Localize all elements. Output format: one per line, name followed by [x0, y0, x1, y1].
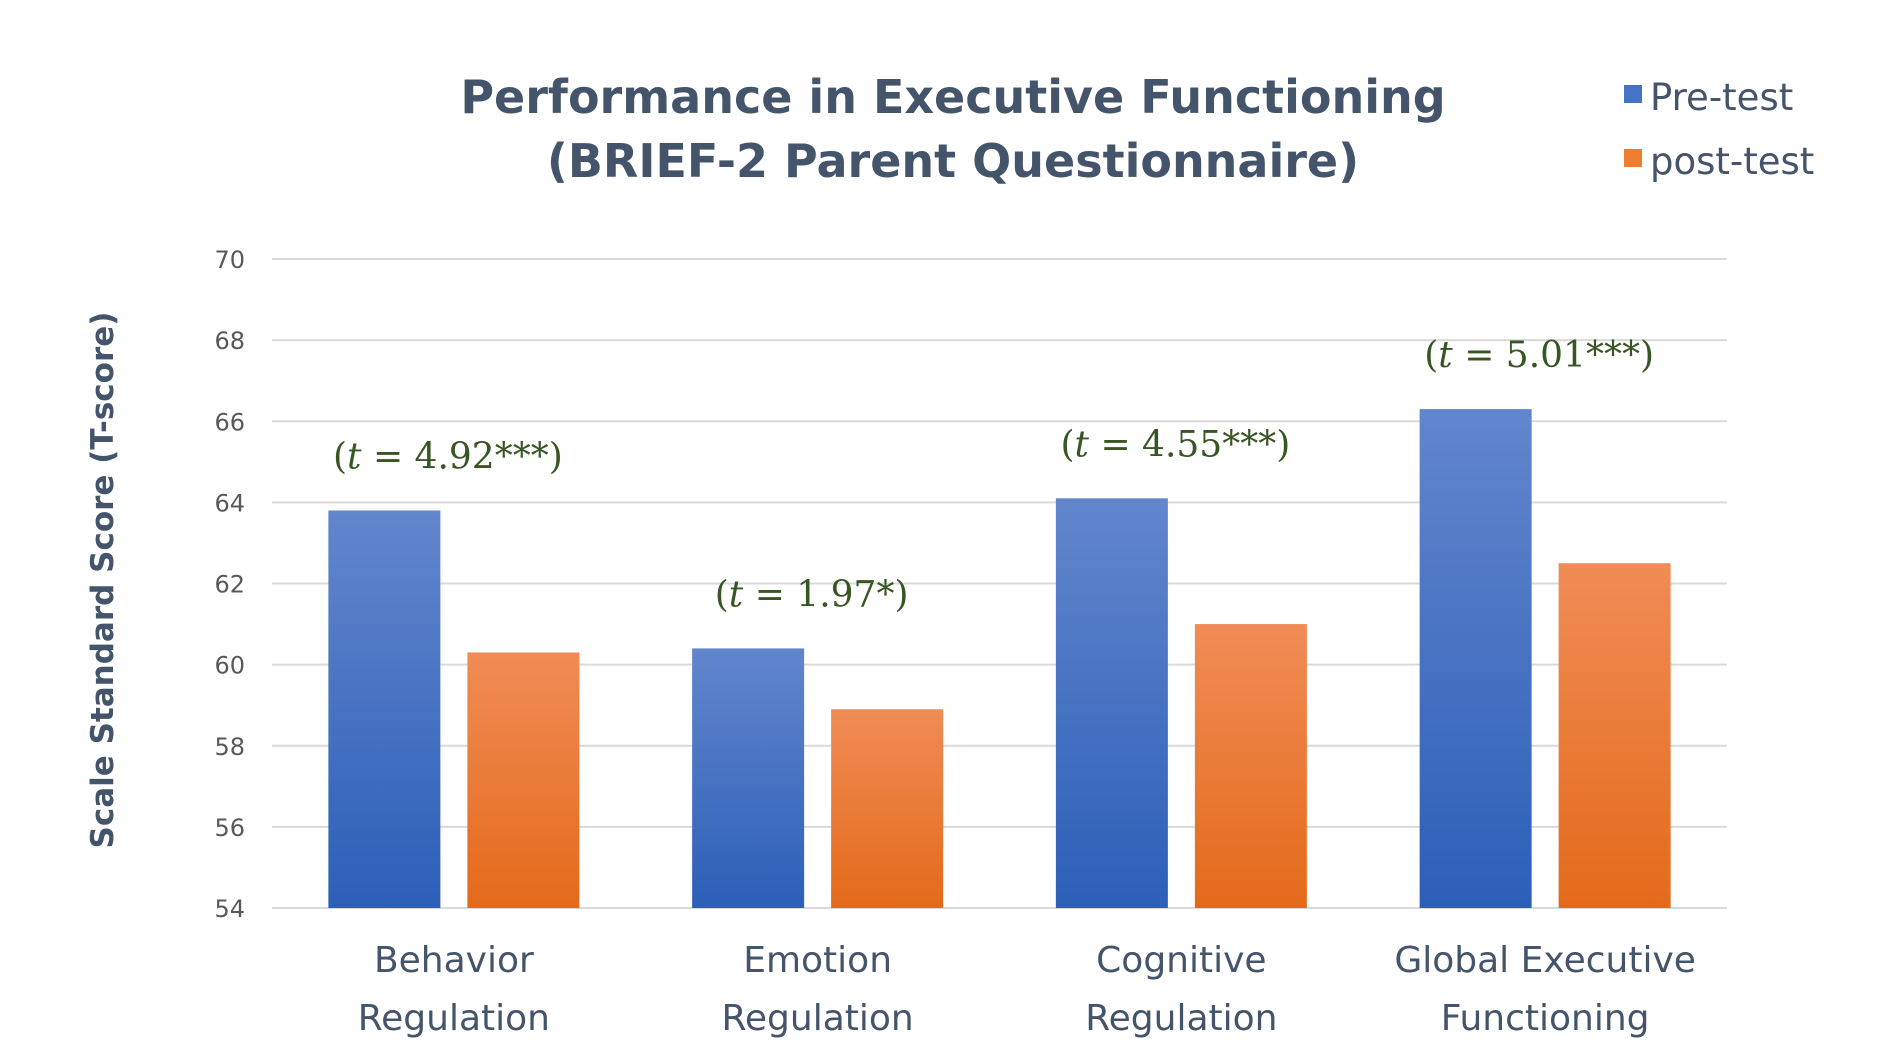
x-category-label: Functioning: [1441, 998, 1650, 1039]
bar-post-test-4: [1558, 563, 1671, 908]
y-axis-label: Scale Standard Score (T-score): [85, 312, 121, 849]
y-tick-label: 70: [214, 246, 245, 274]
bar-post-test-1: [467, 652, 580, 908]
x-category-label: Cognitive: [1096, 940, 1266, 981]
bar-pre-test-1: [328, 510, 441, 908]
annotation-t-stat: (t = 1.97*): [715, 574, 909, 615]
chart-title-line-2: (BRIEF-2 Parent Questionnaire): [547, 134, 1359, 188]
x-category-label: Regulation: [358, 998, 550, 1039]
x-category-label: Behavior: [374, 940, 534, 981]
x-category-label: Global Executive: [1394, 940, 1696, 981]
annotation-t-stat: (t = 4.92***): [333, 436, 563, 477]
y-tick-label: 60: [214, 652, 245, 680]
legend-swatch-post-test: [1624, 149, 1642, 167]
y-tick-label: 62: [214, 571, 245, 599]
x-category-label: Regulation: [722, 998, 914, 1039]
y-tick-label: 66: [214, 408, 245, 436]
bar-post-test-3: [1194, 624, 1307, 908]
annotation-t-stat: (t = 4.55***): [1060, 424, 1290, 465]
y-tick-label: 54: [214, 895, 245, 923]
bar-pre-test-2: [692, 648, 805, 908]
bar-post-test-2: [831, 709, 944, 908]
legend-swatch-pre-test: [1624, 85, 1642, 103]
x-category-label: Regulation: [1085, 998, 1277, 1039]
bars: [328, 409, 1671, 908]
bar-pre-test-4: [1419, 409, 1532, 908]
y-tick-label: 64: [214, 489, 245, 517]
legend: Pre-test post-test: [1624, 76, 1814, 183]
legend-label-post-test: post-test: [1650, 140, 1814, 183]
y-tick-label: 58: [214, 733, 245, 761]
y-tick-label: 68: [214, 327, 245, 355]
legend-label-pre-test: Pre-test: [1650, 76, 1793, 119]
bar-pre-test-3: [1055, 498, 1168, 908]
y-tick-label: 56: [214, 814, 245, 842]
annotation-t-stat: (t = 5.01***): [1424, 335, 1654, 376]
labels: 54 56 58 60 62 64 66 68 70 Behavior Regulation (t =…: [214, 246, 1695, 1039]
chart-title-line-1: Performance in Executive Functioning: [460, 70, 1445, 124]
x-category-label: Emotion: [743, 940, 892, 981]
